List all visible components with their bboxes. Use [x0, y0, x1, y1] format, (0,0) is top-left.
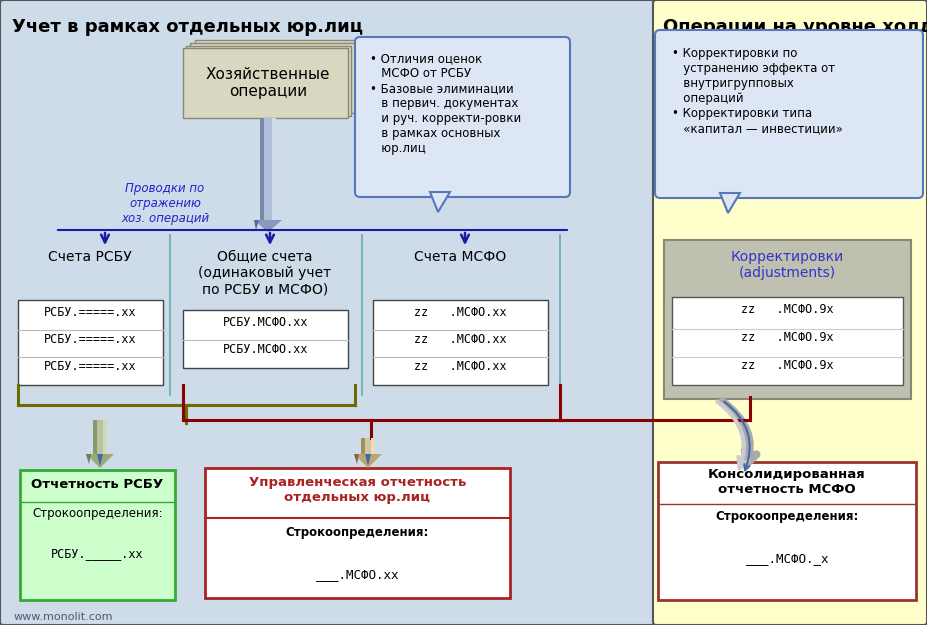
FancyBboxPatch shape: [93, 420, 97, 454]
FancyBboxPatch shape: [373, 300, 548, 385]
Text: Управленческая отчетность
отдельных юр.лиц: Управленческая отчетность отдельных юр.л…: [248, 476, 466, 504]
Text: РСБУ.=====.хх: РСБУ.=====.хх: [44, 333, 137, 346]
FancyBboxPatch shape: [20, 470, 175, 600]
FancyArrowPatch shape: [717, 402, 748, 468]
Text: zz   .МСФО.хх: zz .МСФО.хх: [414, 360, 507, 373]
Text: ___.МСФО.хх: ___.МСФО.хх: [316, 568, 399, 581]
FancyBboxPatch shape: [93, 420, 107, 454]
Text: Корректировки
(adjustments): Корректировки (adjustments): [730, 250, 844, 280]
Text: Консолидированная
отчетность МСФО: Консолидированная отчетность МСФО: [708, 468, 866, 496]
FancyArrowPatch shape: [722, 402, 756, 464]
FancyBboxPatch shape: [361, 438, 365, 454]
Text: Учет в рамках отдельных юр.лиц: Учет в рамках отдельных юр.лиц: [12, 18, 363, 36]
FancyBboxPatch shape: [664, 240, 911, 399]
Polygon shape: [254, 220, 259, 230]
Text: РСБУ.=====.хх: РСБУ.=====.хх: [44, 306, 137, 319]
FancyBboxPatch shape: [653, 0, 927, 625]
Polygon shape: [365, 454, 371, 466]
FancyBboxPatch shape: [260, 118, 264, 220]
Text: Проводки по
отражению
хоз. операций: Проводки по отражению хоз. операций: [121, 182, 210, 225]
Text: РСБУ.=====.хх: РСБУ.=====.хх: [44, 360, 137, 373]
Text: Счета МСФО: Счета МСФО: [413, 250, 506, 264]
FancyBboxPatch shape: [0, 0, 656, 625]
FancyArrowPatch shape: [724, 402, 750, 470]
Text: www.monolit.com: www.monolit.com: [14, 612, 113, 622]
FancyBboxPatch shape: [103, 420, 107, 454]
FancyBboxPatch shape: [183, 48, 348, 118]
FancyBboxPatch shape: [371, 438, 375, 454]
Polygon shape: [720, 193, 740, 213]
Text: Строкоопределения:: Строкоопределения:: [286, 526, 429, 539]
FancyBboxPatch shape: [361, 438, 375, 454]
FancyBboxPatch shape: [186, 46, 351, 116]
Text: Строкоопределения:: Строкоопределения:: [716, 510, 858, 523]
FancyBboxPatch shape: [195, 40, 360, 110]
FancyBboxPatch shape: [655, 30, 923, 198]
Text: Отчетность РСБУ: Отчетность РСБУ: [32, 478, 163, 491]
Polygon shape: [97, 454, 103, 466]
FancyBboxPatch shape: [183, 310, 348, 368]
Text: zz   .МСФО.хх: zz .МСФО.хх: [414, 333, 507, 346]
Text: Операции на уровне холдинга: Операции на уровне холдинга: [663, 18, 927, 36]
FancyBboxPatch shape: [658, 462, 916, 600]
Text: • Отличия оценок
   МСФО от РСБУ
• Базовые элиминации
   в первич. документах
  : • Отличия оценок МСФО от РСБУ • Базовые …: [370, 52, 521, 155]
FancyBboxPatch shape: [191, 43, 355, 113]
FancyBboxPatch shape: [672, 297, 903, 385]
Text: zz   .МСФО.9х: zz .МСФО.9х: [742, 303, 833, 316]
Text: Хозяйственные
операции: Хозяйственные операции: [206, 67, 330, 99]
FancyBboxPatch shape: [205, 468, 510, 598]
Text: РСБУ.МСФО.хх: РСБУ.МСФО.хх: [222, 343, 309, 356]
Text: Строкоопределения:: Строкоопределения:: [32, 507, 163, 520]
Text: РСБУ.МСФО.хх: РСБУ.МСФО.хх: [222, 316, 309, 329]
Text: РСБУ._____.хх: РСБУ._____.хх: [51, 547, 144, 560]
Text: Общие счета
(одинаковый учет
по РСБУ и МСФО): Общие счета (одинаковый учет по РСБУ и М…: [198, 250, 332, 296]
Text: ___.МСФО._х: ___.МСФО._х: [745, 552, 828, 565]
Polygon shape: [354, 454, 359, 464]
FancyBboxPatch shape: [272, 118, 275, 220]
FancyBboxPatch shape: [355, 37, 570, 197]
Text: Счета РСБУ: Счета РСБУ: [48, 250, 132, 264]
Text: zz   .МСФО.9х: zz .МСФО.9х: [742, 331, 833, 344]
FancyBboxPatch shape: [18, 300, 163, 385]
Text: zz   .МСФО.9х: zz .МСФО.9х: [742, 359, 833, 372]
FancyBboxPatch shape: [260, 118, 275, 220]
Text: • Корректировки по
   устранению эффекта от
   внутригрупповых
   операций
• Кор: • Корректировки по устранению эффекта от…: [672, 47, 843, 135]
Polygon shape: [354, 454, 382, 468]
Polygon shape: [86, 454, 91, 464]
Polygon shape: [254, 220, 282, 232]
Text: zz   .МСФО.хх: zz .МСФО.хх: [414, 306, 507, 319]
Polygon shape: [430, 192, 450, 212]
Polygon shape: [86, 454, 114, 468]
